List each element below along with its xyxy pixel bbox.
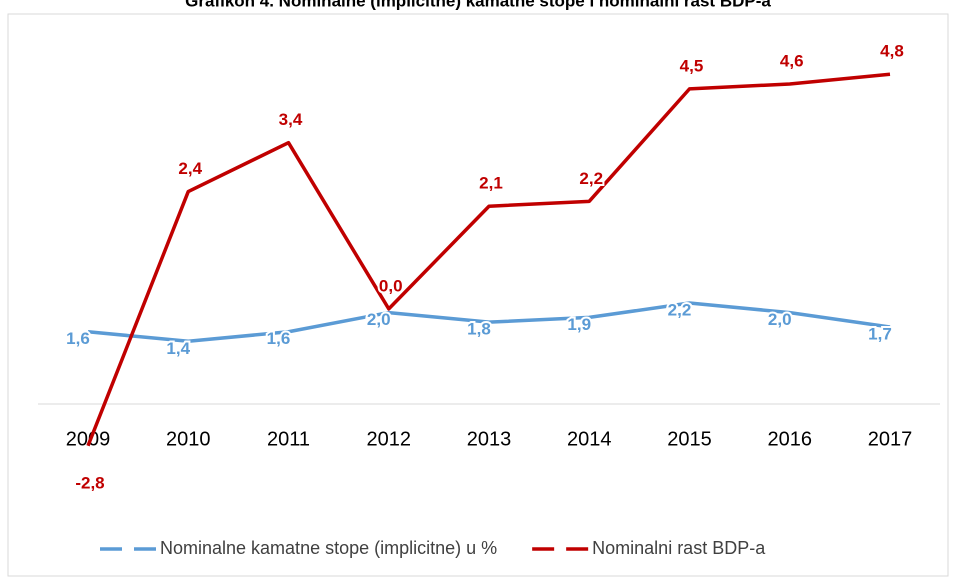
data-label: 2,2 [579, 169, 603, 188]
x-tick-label: 2012 [367, 428, 412, 450]
data-label: 1,6 [66, 329, 90, 348]
data-label: 2,0 [768, 310, 792, 329]
data-label: 4,8 [880, 42, 904, 61]
x-tick-label: 2015 [667, 428, 712, 450]
series-line [86, 72, 891, 447]
data-label: 2,0 [367, 310, 391, 329]
x-tick-label: 2011 [267, 428, 310, 450]
x-tick-label: 2010 [166, 428, 211, 450]
x-tick-label: 2016 [768, 428, 813, 450]
data-label: 1,9 [567, 315, 591, 334]
data-label: 2,1 [479, 174, 503, 193]
data-label: 1,7 [868, 324, 892, 343]
data-label: -2,8 [75, 473, 104, 492]
x-tick-label: 2013 [467, 428, 512, 450]
series-line [87, 301, 891, 344]
data-label: 1,8 [467, 320, 491, 339]
legend-label: Nominalne kamatne stope (implicitne) u % [160, 538, 497, 558]
x-tick-label: 2017 [868, 428, 913, 450]
x-tick-label: 2009 [66, 428, 111, 450]
chart-title: Grafikon 4. Nominalne (implicitne) kamat… [185, 0, 771, 10]
data-label: 4,6 [780, 51, 804, 70]
x-tick-label: 2014 [567, 428, 612, 450]
data-label: 1,6 [267, 329, 291, 348]
data-label: 0,0 [379, 276, 403, 295]
chart-frame [7, 13, 949, 577]
data-label: 2,4 [178, 159, 202, 178]
data-label: 4,5 [680, 56, 704, 75]
data-label: 1,4 [166, 339, 190, 358]
legend-label: Nominalni rast BDP-a [592, 538, 766, 558]
data-label: 3,4 [279, 110, 303, 129]
data-label: 2,2 [668, 301, 692, 320]
